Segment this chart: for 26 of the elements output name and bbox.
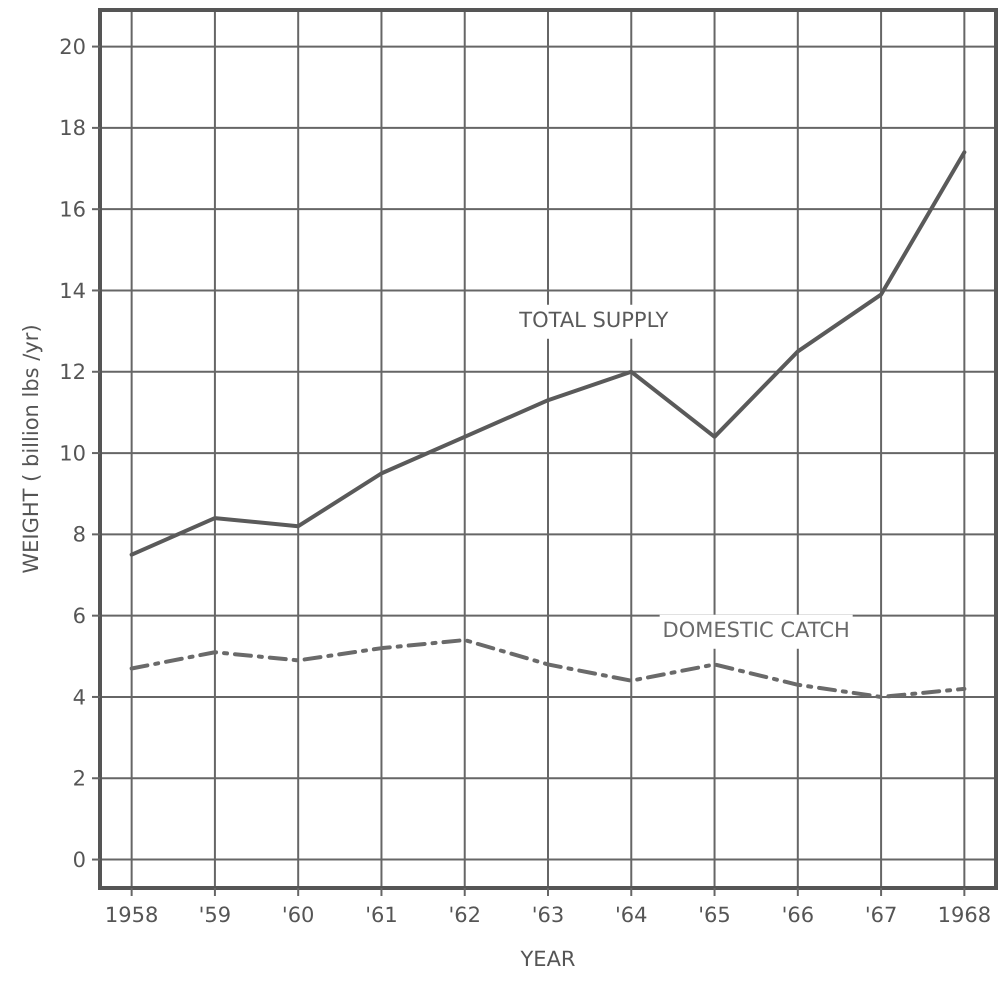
y-tick-label: 8 bbox=[72, 522, 86, 547]
y-tick-label: 6 bbox=[72, 604, 86, 628]
y-tick-label: 2 bbox=[72, 766, 86, 791]
y-tick-label: 0 bbox=[72, 848, 86, 872]
x-tick-label: '60 bbox=[282, 903, 314, 927]
x-tick-label: '63 bbox=[532, 903, 564, 927]
x-axis-title: YEAR bbox=[519, 947, 576, 971]
x-tick-label: '62 bbox=[448, 903, 481, 927]
x-tick-label: '65 bbox=[698, 903, 731, 927]
y-tick-label: 10 bbox=[59, 441, 86, 466]
x-tick-label: '67 bbox=[864, 903, 898, 927]
series-label: DOMESTIC CATCH bbox=[662, 618, 850, 642]
y-tick-label: 16 bbox=[59, 198, 86, 222]
y-tick-label: 18 bbox=[59, 116, 86, 140]
y-tick-label: 20 bbox=[59, 34, 86, 59]
y-tick-label: 12 bbox=[59, 360, 86, 384]
x-tick-label: '64 bbox=[615, 903, 648, 927]
y-tick-label: 14 bbox=[59, 278, 86, 303]
x-tick-label: '59 bbox=[198, 903, 232, 927]
y-axis-title: WEIGHT ( billion lbs /yr) bbox=[19, 324, 43, 574]
y-tick-label: 4 bbox=[72, 685, 86, 710]
x-tick-label: 1958 bbox=[104, 903, 158, 927]
x-tick-label: '61 bbox=[365, 903, 398, 927]
x-tick-label: 1968 bbox=[938, 903, 992, 927]
x-tick-label: '66 bbox=[782, 903, 814, 927]
text: TOTAL SUPPLY bbox=[518, 308, 668, 332]
